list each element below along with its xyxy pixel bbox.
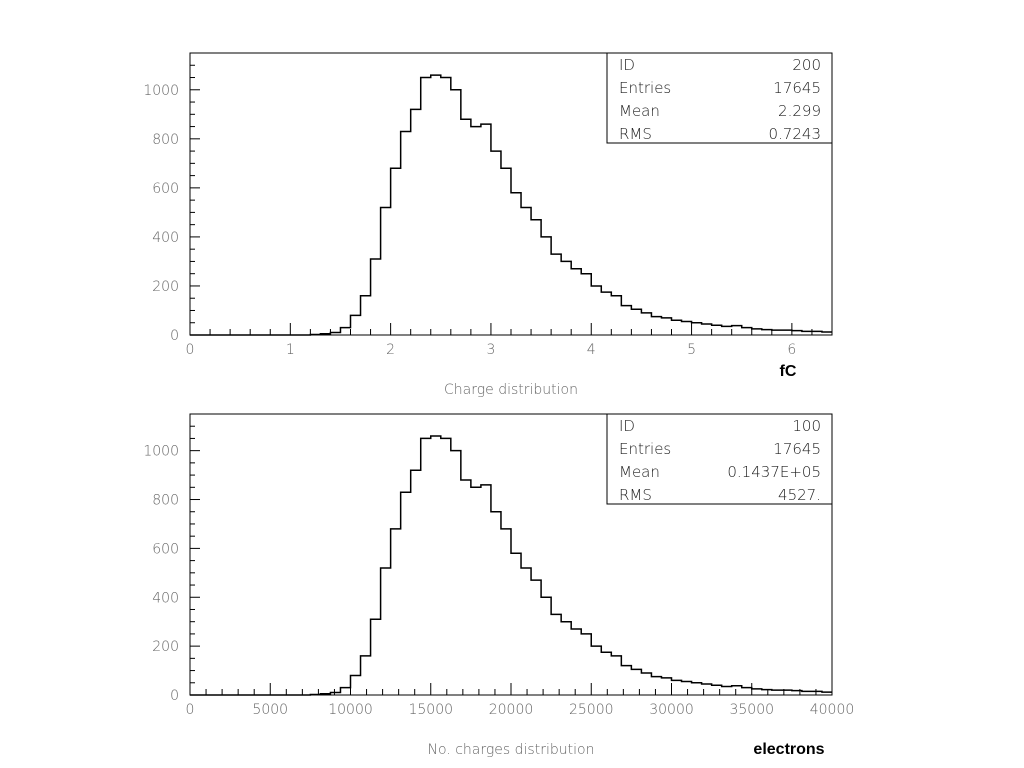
top-y-tick-label: 200 (152, 279, 179, 295)
bottom-stats-mean-label: Mean (619, 463, 660, 481)
top-x-tick-label: 3 (486, 342, 495, 358)
bottom-x-tick-label: 15000 (408, 702, 453, 718)
bottom-stats-frame (606, 413, 833, 505)
top-stats-entries-value: 17645 (773, 79, 821, 97)
bottom-stats-entries-value: 17645 (773, 440, 821, 458)
top-stats-entries-label: Entries (619, 79, 671, 97)
bottom-unit-label: electrons (753, 741, 824, 758)
top-x-axis-title: Charge distribution (444, 382, 578, 398)
bottom-x-tick-label: 10000 (328, 702, 373, 718)
bottom-stats-id-label: ID (619, 417, 635, 435)
bottom-x-tick-label: 0 (186, 702, 195, 718)
bottom-histogram-panel: 0 200 400 600 800 1000 0 5000 10000 15000 20000 25… (143, 413, 855, 758)
top-stats-rms-value: 0.7243 (769, 125, 822, 143)
bottom-histogram-line (190, 435, 832, 696)
top-histogram-panel: 0 200 400 600 800 1000 0 1 2 3 4 5 6 ID 200 Entries… (143, 52, 833, 398)
bottom-x-tick-label: 30000 (649, 702, 694, 718)
top-stats-id-label: ID (619, 56, 635, 74)
top-histogram-line (190, 74, 832, 336)
bottom-x-tick-label: 5000 (252, 702, 288, 718)
bottom-x-tick-label: 40000 (810, 702, 855, 718)
top-x-tick-label: 5 (687, 342, 696, 358)
top-x-tick-label: 4 (587, 342, 596, 358)
bottom-y-tick-label: 400 (152, 590, 179, 606)
bottom-x-tick-label: 25000 (569, 702, 614, 718)
top-x-tick-label: 6 (787, 342, 796, 358)
top-x-tick-label: 2 (386, 342, 395, 358)
bottom-stats-id-value: 100 (792, 417, 821, 435)
bottom-stats-rms-value: 4527. (778, 486, 821, 504)
top-stats-id-value: 200 (792, 56, 821, 74)
top-stats-mean-label: Mean (619, 102, 660, 120)
top-y-tick-label: 400 (152, 230, 179, 246)
top-unit-label: fC (780, 363, 797, 380)
bottom-x-tick-label: 20000 (489, 702, 534, 718)
bottom-y-tick-label: 800 (152, 493, 179, 509)
bottom-stats-rms-label: RMS (619, 486, 652, 504)
top-stats-mean-value: 2.299 (778, 102, 821, 120)
bottom-stats-entries-label: Entries (619, 440, 671, 458)
bottom-x-axis-title: No. charges distribution (428, 742, 595, 758)
bottom-stats-mean-value: 0.1437E+05 (727, 463, 821, 481)
top-x-tick-label: 0 (186, 342, 195, 358)
bottom-y-tick-label: 1000 (143, 444, 179, 460)
bottom-y-tick-label: 600 (152, 541, 179, 557)
bottom-y-tick-label: 200 (152, 639, 179, 655)
top-x-tick-label: 1 (286, 342, 295, 358)
top-stats-box: ID 200 Entries 17645 Mean 2.299 RMS 0.72… (606, 52, 833, 144)
top-y-tick-label: 1000 (143, 83, 179, 99)
bottom-y-tick-label: 0 (170, 688, 179, 704)
top-y-tick-label: 600 (152, 181, 179, 197)
top-y-tick-label: 0 (170, 328, 179, 344)
top-stats-rms-label: RMS (619, 125, 652, 143)
top-y-tick-label: 800 (152, 132, 179, 148)
bottom-stats-box: ID 100 Entries 17645 Mean 0.1437E+05 RMS… (606, 413, 833, 505)
top-stats-frame (606, 52, 833, 144)
bottom-x-tick-label: 35000 (729, 702, 774, 718)
